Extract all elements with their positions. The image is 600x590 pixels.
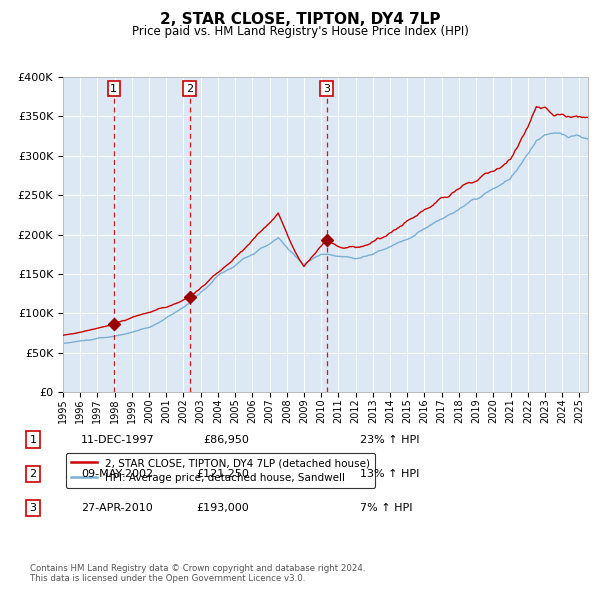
Text: Contains HM Land Registry data © Crown copyright and database right 2024.
This d: Contains HM Land Registry data © Crown c… [30, 563, 365, 583]
Text: 3: 3 [323, 84, 330, 94]
Text: £193,000: £193,000 [196, 503, 249, 513]
Text: 23% ↑ HPI: 23% ↑ HPI [360, 435, 419, 444]
Text: 1: 1 [29, 435, 37, 444]
Text: Price paid vs. HM Land Registry's House Price Index (HPI): Price paid vs. HM Land Registry's House … [131, 25, 469, 38]
Text: 13% ↑ HPI: 13% ↑ HPI [360, 469, 419, 478]
Legend: 2, STAR CLOSE, TIPTON, DY4 7LP (detached house), HPI: Average price, detached ho: 2, STAR CLOSE, TIPTON, DY4 7LP (detached… [65, 453, 376, 488]
Text: 11-DEC-1997: 11-DEC-1997 [81, 435, 155, 444]
Text: 2, STAR CLOSE, TIPTON, DY4 7LP: 2, STAR CLOSE, TIPTON, DY4 7LP [160, 12, 440, 27]
Text: 2: 2 [29, 469, 37, 478]
Text: 7% ↑ HPI: 7% ↑ HPI [360, 503, 413, 513]
Text: 1: 1 [110, 84, 117, 94]
Text: £121,250: £121,250 [196, 469, 249, 478]
Text: £86,950: £86,950 [203, 435, 249, 444]
Text: 3: 3 [29, 503, 37, 513]
Text: 2: 2 [186, 84, 193, 94]
Text: 27-APR-2010: 27-APR-2010 [81, 503, 153, 513]
Text: 09-MAY-2002: 09-MAY-2002 [81, 469, 153, 478]
